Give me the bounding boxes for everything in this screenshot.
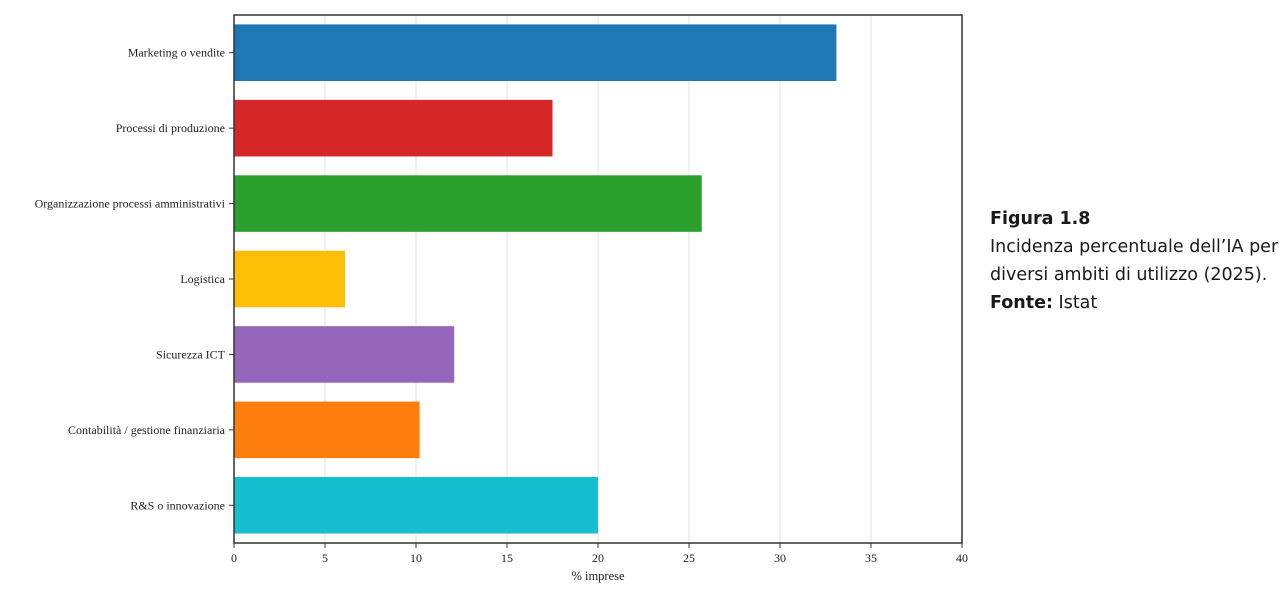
y-tick-label-4: Sicurezza ICT: [156, 347, 226, 361]
x-tick-label-8: 40: [956, 551, 968, 565]
x-tick-label-1: 5: [322, 551, 328, 565]
source-value: Istat: [1058, 293, 1098, 313]
bar-chart: Marketing o vendite Processi di produzion…: [35, 14, 968, 583]
x-tick-label-6: 30: [774, 551, 786, 565]
y-tick-label-1: Processi di produzione: [116, 121, 225, 135]
x-tick-label-2: 10: [410, 551, 422, 565]
y-tick-label-6: R&S o innovazione: [130, 498, 225, 512]
bar-2: [234, 175, 702, 232]
x-tick-label-0: 0: [231, 551, 237, 565]
source-label: Fonte:: [990, 293, 1053, 313]
bar-5: [234, 401, 420, 459]
grid-lines: [324, 15, 872, 543]
x-tick-label-4: 20: [592, 551, 604, 565]
bar-6: [234, 477, 598, 534]
y-tick-labels: Marketing o vendite Processi di produzion…: [35, 46, 234, 512]
x-tick-label-5: 25: [683, 551, 695, 565]
figure-source: Fonte: Istat: [990, 293, 1097, 313]
y-tick-label-2: Organizzazione processi amministrativi: [35, 197, 226, 211]
bars: [234, 24, 837, 534]
figure-caption: Figura 1.8 Incidenza percentuale dell’IA…: [990, 205, 1280, 317]
y-tick-label-3: Logistica: [180, 272, 225, 286]
bar-0: [234, 24, 837, 81]
bar-4: [234, 326, 455, 383]
bar-1: [234, 99, 553, 157]
figure-number: Figura 1.8: [990, 209, 1091, 229]
x-tick-labels: 0 5 10 15 20 25 30 35 40: [231, 543, 968, 565]
figure-description: Incidenza percentuale dell’IA per divers…: [990, 237, 1279, 285]
x-tick-label-7: 35: [865, 551, 877, 565]
y-tick-label-5: Contabilità / gestione finanziaria: [68, 423, 226, 437]
x-tick-label-3: 15: [501, 551, 513, 565]
y-tick-label-0: Marketing o vendite: [128, 46, 225, 60]
bar-3: [234, 250, 346, 308]
x-axis-label: % imprese: [571, 569, 625, 583]
